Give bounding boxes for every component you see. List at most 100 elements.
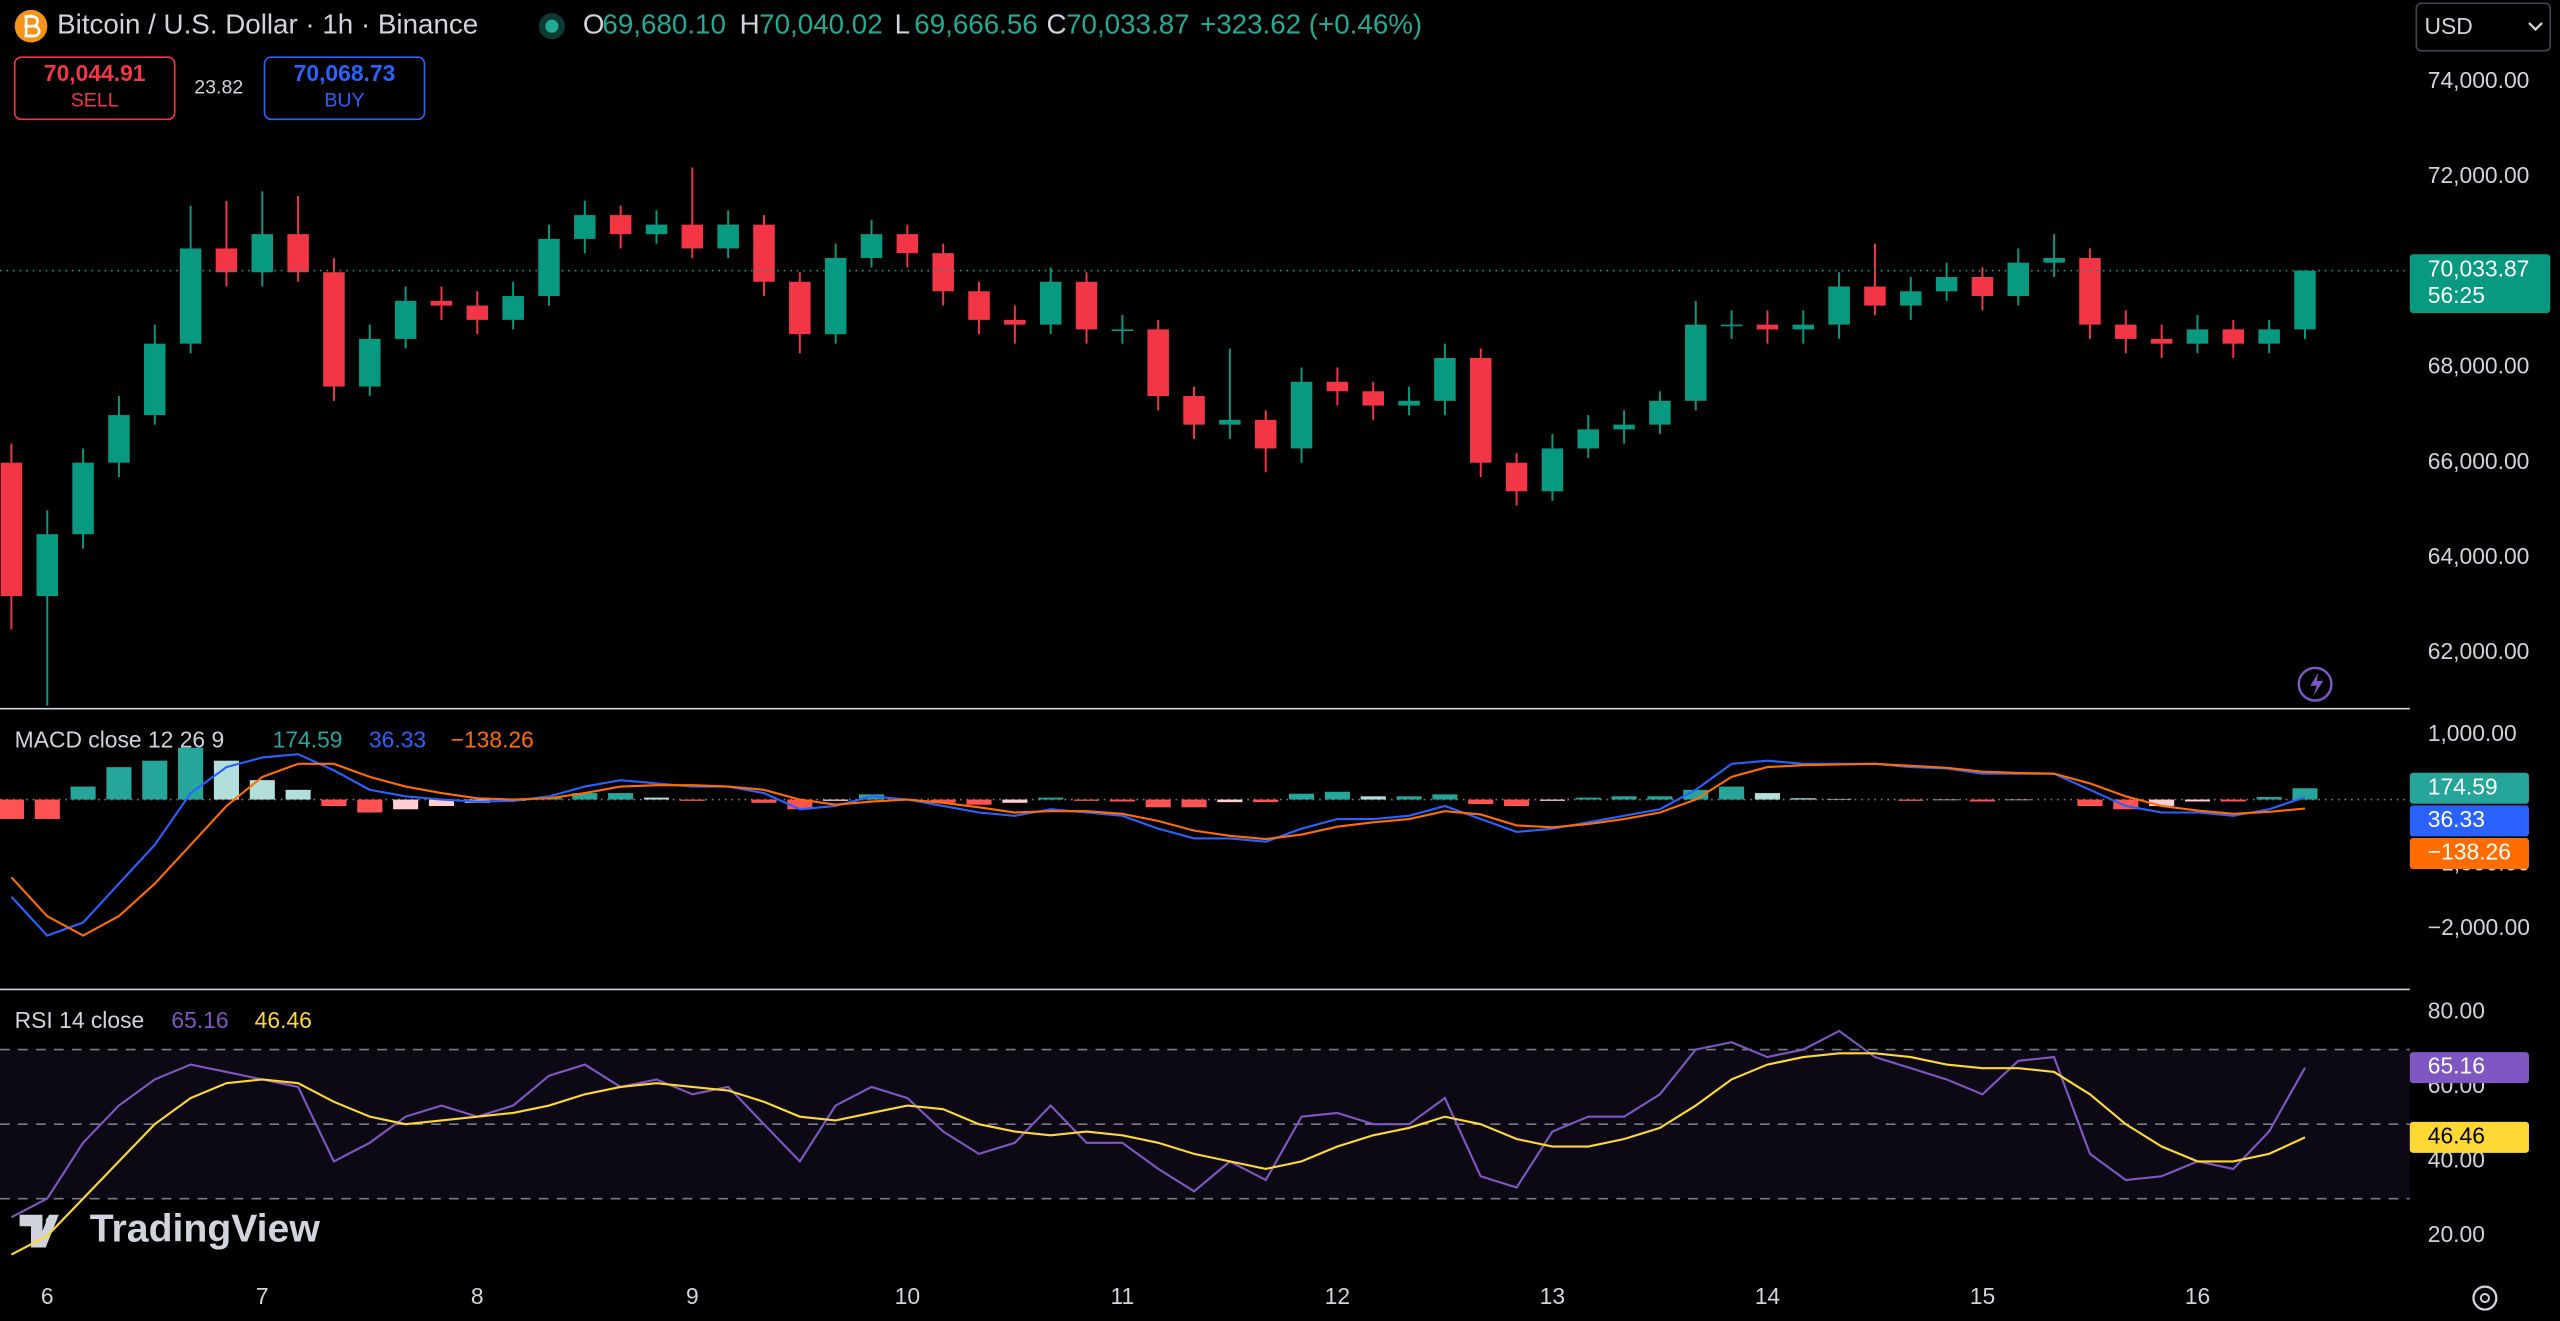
candle-body xyxy=(609,215,632,235)
macd-line xyxy=(10,762,2306,937)
buy-button[interactable] xyxy=(263,56,426,121)
chevron xyxy=(2528,22,2543,32)
histogram-bar xyxy=(34,799,60,819)
histogram-bar xyxy=(930,799,956,803)
spread: 23.82 xyxy=(194,76,243,98)
symbol-title[interactable]: Bitcoin / U.S. Dollar · 1h · Binance xyxy=(57,9,478,40)
histogram-bar xyxy=(1504,799,1530,807)
histogram-bar xyxy=(1647,796,1673,800)
histogram-bar xyxy=(2292,788,2318,800)
candle-body xyxy=(1900,291,1922,306)
rsi-line xyxy=(10,1029,2306,1219)
macd-line-value: 36.33 xyxy=(369,726,426,752)
candle-body xyxy=(502,296,524,320)
settings-button[interactable] xyxy=(2472,1285,2498,1311)
candle-body xyxy=(1326,381,1349,392)
assistant-button[interactable] xyxy=(2297,666,2333,702)
lightning-icon xyxy=(2310,672,2324,696)
rsi-title: RSI 14 close xyxy=(15,1007,145,1033)
histogram-bar xyxy=(2077,799,2103,807)
histogram-bar xyxy=(2184,799,2211,802)
watermark-logo-dot xyxy=(45,1216,56,1227)
histogram-bar xyxy=(1754,793,1780,800)
candle-body xyxy=(2007,262,2030,297)
candle-body xyxy=(753,224,775,282)
macd-hist-tag: 174.59 xyxy=(2428,773,2498,799)
candle-body xyxy=(1111,329,1134,332)
y-tick-label: 74,000.00 xyxy=(2428,67,2530,93)
histogram-bar xyxy=(572,793,598,800)
candle-body xyxy=(0,462,23,597)
histogram-bar xyxy=(285,789,311,800)
histogram-bar xyxy=(1109,799,1135,802)
histogram-bar xyxy=(2149,799,2175,807)
candle-body xyxy=(681,224,704,249)
histogram-bar xyxy=(1073,799,1100,801)
histogram-bar xyxy=(1360,796,1386,800)
histogram-bar xyxy=(1002,799,1028,803)
candle-body xyxy=(179,248,202,344)
histogram-bar xyxy=(1253,799,1279,803)
candle-body xyxy=(1971,277,1994,297)
histogram-bar xyxy=(966,799,992,805)
histogram-bar xyxy=(1790,798,1816,800)
candle-body xyxy=(538,238,560,297)
ohlc-value: 70,040.02 xyxy=(759,9,882,40)
histogram-bar xyxy=(106,767,132,800)
candle-body xyxy=(1147,329,1169,397)
histogram-bar xyxy=(1396,796,1422,800)
histogram-bar xyxy=(178,747,204,800)
candle-body xyxy=(1577,429,1599,449)
candle-body xyxy=(2043,257,2065,263)
histogram-bar xyxy=(1683,789,1709,800)
candle-body xyxy=(574,215,596,239)
histogram-bar xyxy=(1145,799,1171,808)
candle-body xyxy=(2150,338,2173,344)
candle-body xyxy=(896,234,919,254)
bar-countdown: 56:25 xyxy=(2428,282,2485,308)
candle-body xyxy=(717,224,739,249)
y-tick-label: 68,000.00 xyxy=(2428,353,2530,379)
rsi-ma-tag-bg xyxy=(2409,1121,2529,1153)
x-tick-label: 14 xyxy=(1755,1283,1781,1309)
candle-body xyxy=(359,338,381,387)
candle-body xyxy=(430,300,453,306)
sell-button[interactable] xyxy=(13,56,176,121)
candle-body xyxy=(144,343,166,416)
histogram-bar xyxy=(2220,799,2246,802)
histogram-bar xyxy=(0,799,24,819)
candle-body xyxy=(932,253,954,292)
rsi-line xyxy=(10,1052,2306,1256)
candle-body xyxy=(2222,329,2245,344)
y-tick-label: 1,000.00 xyxy=(2428,720,2517,746)
histogram-bar xyxy=(357,799,383,813)
candle-body xyxy=(2186,329,2209,344)
histogram-bar xyxy=(1217,799,1243,803)
histogram-bar xyxy=(142,760,168,800)
ohlc-key: O xyxy=(583,9,605,40)
last-price-label: 70,033.87 xyxy=(2428,256,2530,282)
rsi-value: 65.16 xyxy=(171,1007,228,1033)
ohlc-value: 69,666.56 xyxy=(914,9,1037,40)
ohlc-value: 70,033.87 xyxy=(1066,9,1189,40)
histogram-bar xyxy=(2256,796,2282,800)
candle-body xyxy=(287,234,309,273)
candle-body xyxy=(824,257,847,335)
macd-hist-tag-bg xyxy=(2409,772,2529,804)
histogram-bar xyxy=(1289,793,1315,800)
candle-body xyxy=(1434,357,1456,401)
candle-body xyxy=(1541,448,1564,492)
y-tick-label: 66,000.00 xyxy=(2428,448,2530,474)
histogram-bar xyxy=(393,799,419,810)
x-tick-label: 9 xyxy=(686,1283,699,1309)
macd-line-tag-bg xyxy=(2409,805,2529,837)
candle-body xyxy=(1183,396,1205,425)
histogram-bar xyxy=(1719,786,1745,800)
currency-dropdown[interactable] xyxy=(2415,2,2552,52)
candle-body xyxy=(1505,462,1528,492)
y-tick-label: 64,000.00 xyxy=(2428,543,2530,569)
macd-line xyxy=(10,753,2306,937)
macd-signal-tag: −138.26 xyxy=(2428,839,2511,865)
